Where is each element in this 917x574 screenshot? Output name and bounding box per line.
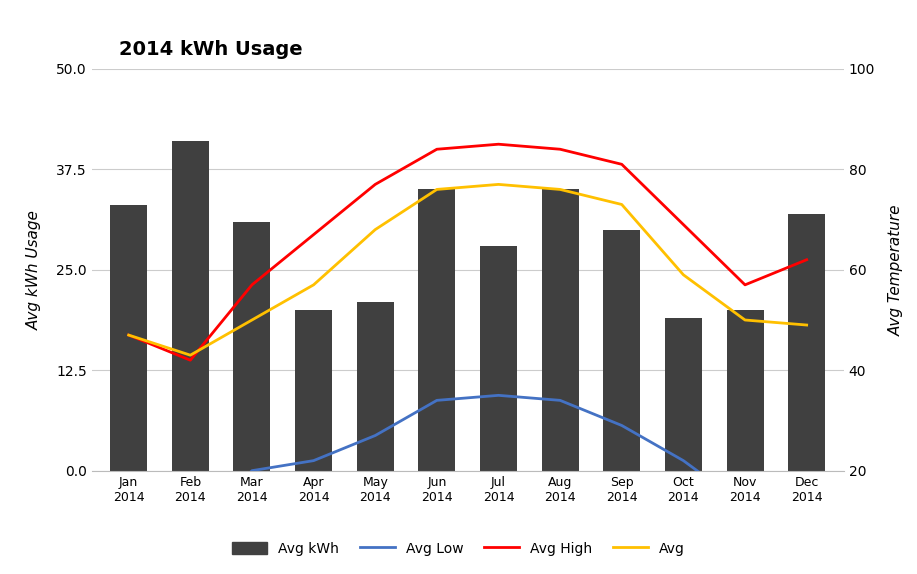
Bar <box>110 205 147 471</box>
Bar <box>295 310 332 471</box>
Bar <box>418 189 456 471</box>
Bar <box>603 230 640 471</box>
Bar <box>234 222 271 471</box>
Bar <box>665 318 702 471</box>
Text: 2014 kWh Usage: 2014 kWh Usage <box>119 40 303 59</box>
Y-axis label: Avg Temperature: Avg Temperature <box>889 204 904 336</box>
Bar <box>357 302 393 471</box>
Bar <box>480 246 517 471</box>
Y-axis label: Avg kWh Usage: Avg kWh Usage <box>28 210 42 329</box>
Bar <box>542 189 579 471</box>
Bar <box>171 141 209 471</box>
Legend: Avg kWh, Avg Low, Avg High, Avg: Avg kWh, Avg Low, Avg High, Avg <box>226 536 691 561</box>
Bar <box>726 310 764 471</box>
Bar <box>789 214 825 471</box>
